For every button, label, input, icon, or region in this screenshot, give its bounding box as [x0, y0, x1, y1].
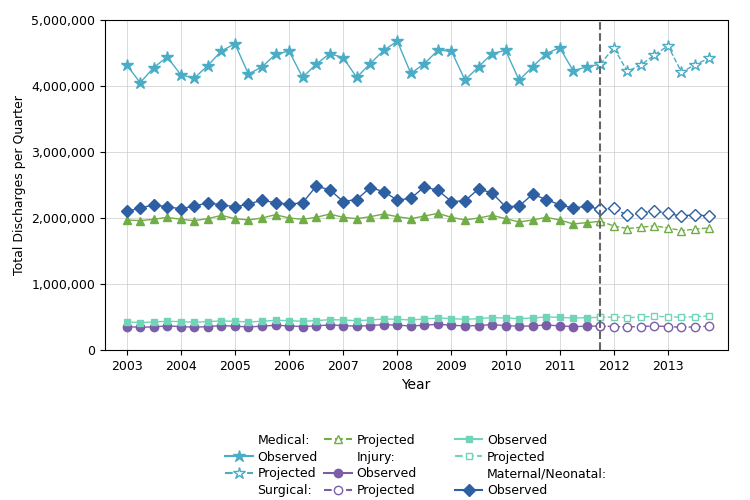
Y-axis label: Total Discharges per Quarter: Total Discharges per Quarter: [13, 95, 26, 275]
Legend: Medical:, Observed, Projected, Surgical:, Observed, Projected, Injury:, Observed: Medical:, Observed, Projected, Surgical:…: [220, 429, 612, 500]
X-axis label: Year: Year: [401, 378, 431, 392]
